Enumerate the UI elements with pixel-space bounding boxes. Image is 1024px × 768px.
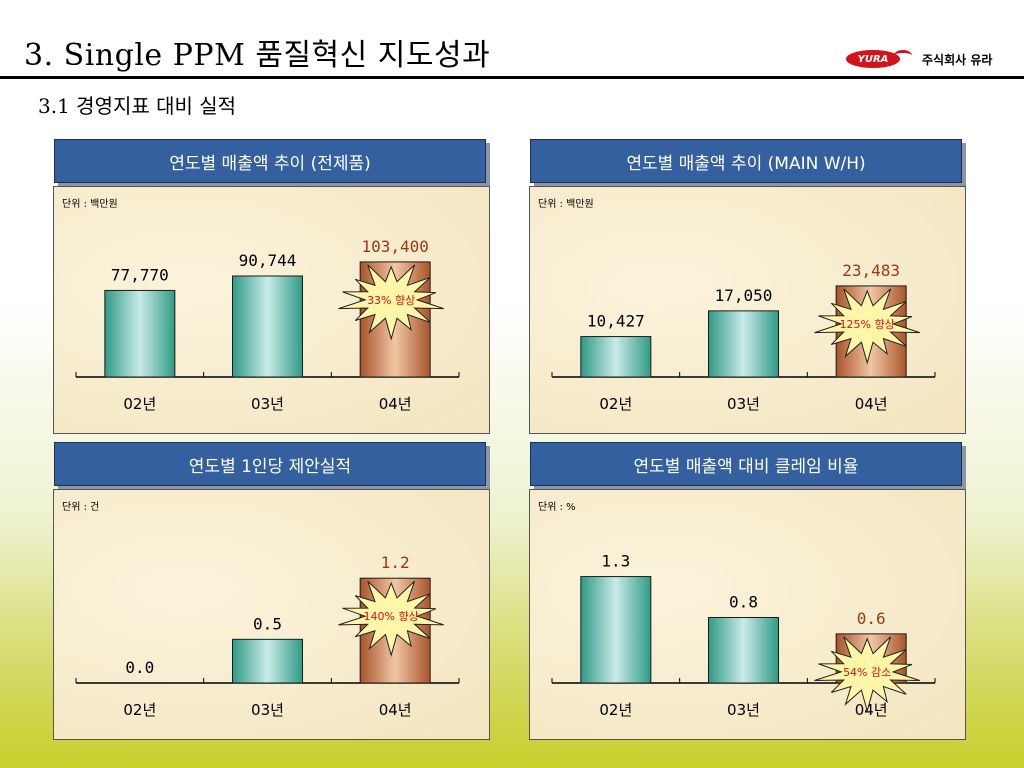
category-label: 04년 [379,701,412,719]
category-label: 03년 [251,395,284,413]
burst-icon [814,288,920,365]
data-label: 103,400 [361,237,428,256]
bar [232,275,303,378]
company-logo: YURA 주식회사 유라 [846,48,992,70]
unit-label: 단위 : 백만원 [538,199,594,210]
bar [708,310,779,378]
burst-label: 33% 향상 [367,294,415,307]
data-label: 17,050 [715,286,773,305]
data-label: 23,483 [842,261,900,280]
company-name: 주식회사 유라 [922,52,993,67]
data-label: 90,744 [239,251,297,270]
unit-label: 단위 : 백만원 [62,199,118,210]
data-label: 0.5 [253,614,282,633]
burst-label: 125% 향상 [840,318,895,331]
title-divider [0,76,1024,79]
data-label: 0.6 [857,609,886,628]
category-label: 02년 [123,701,156,719]
burst-label: 54% 감소 [843,666,891,679]
chart-area: 단위 : 백만원 10,427 02년 17,050 03년 23,483 04년 125%… [529,186,966,434]
category-label: 04년 [855,395,888,413]
chart-title: 연도별 매출액 추이 (MAIN W/H) [530,139,962,183]
data-label: 0.0 [125,658,154,677]
bar [580,336,652,378]
category-label: 04년 [379,395,412,413]
burst-icon [814,636,920,713]
category-label: 04년 [855,701,888,719]
category-label: 03년 [251,701,284,719]
logo-swoosh-icon [894,49,912,61]
bar-chart-svg: 1.3 02년 0.8 03년 0.6 04년 54% 감소 [551,552,936,719]
category-label: 02년 [123,395,156,413]
burst-label: 140% 향상 [364,610,419,623]
data-label: 0.8 [729,593,758,612]
bar [104,289,176,378]
bar [232,638,303,684]
data-label: 77,770 [111,265,169,284]
yura-logo-icon: YURA [846,50,900,68]
bar-chart-svg: 10,427 02년 17,050 03년 23,483 04년 125% 향상 [551,261,936,413]
category-label: 02년 [599,701,632,719]
data-label: 10,427 [587,312,645,331]
page-title: 3. Single PPM 품질혁신 지도성과 [24,38,491,73]
category-label: 03년 [727,395,760,413]
bar-chart-svg: 77,770 02년 90,744 03년 103,400 04년 33% 향상 [75,237,460,413]
bar-chart-svg: 0.0 02년 0.5 03년 1.2 04년 140% 향상 [75,553,460,719]
chart-area: 단위 : % 1.3 02년 0.8 03년 0.6 04년 54% 감소 [529,489,966,740]
unit-label: 단위 : 건 [62,502,100,513]
data-label: 1.2 [381,553,410,572]
burst-icon [338,264,444,341]
section-subtitle: 3.1 경영지표 대비 실적 [38,94,237,118]
burst-icon [338,580,444,657]
bar [708,617,779,684]
chart-area: 단위 : 건 0.0 02년 0.5 03년 1.2 04년 140% 향상 [53,489,490,740]
unit-label: 단위 : % [538,502,576,513]
chart-title: 연도별 1인당 제안실적 [54,442,486,486]
category-label: 02년 [599,395,632,413]
bar [580,576,652,684]
chart-area: 단위 : 백만원 77,770 02년 90,744 03년 103,400 04년 33%… [53,186,490,434]
chart-title: 연도별 매출액 대비 클레임 비율 [530,442,962,486]
category-label: 03년 [727,701,760,719]
chart-title: 연도별 매출액 추이 (전제품) [54,139,486,183]
data-label: 1.3 [601,552,630,571]
